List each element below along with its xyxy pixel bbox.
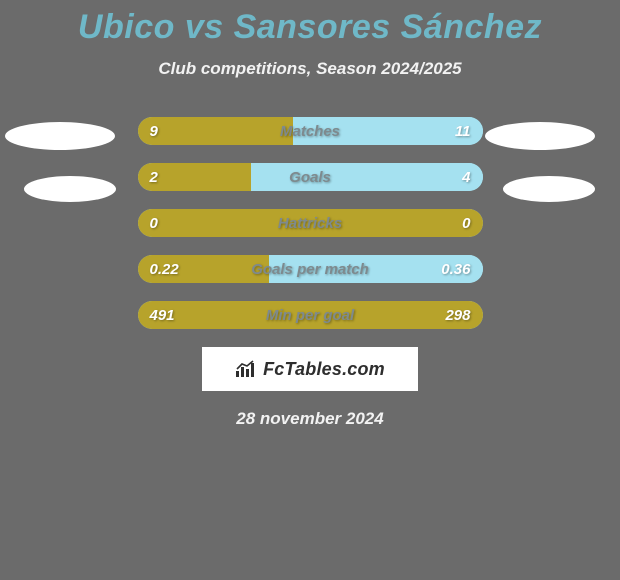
decor-ellipse-right-2	[503, 176, 595, 202]
stat-row-matches: 9 Matches 11	[138, 117, 483, 145]
stat-row-goals: 2 Goals 4	[138, 163, 483, 191]
bar-chart-icon	[235, 360, 257, 378]
decor-ellipse-left-1	[5, 122, 115, 150]
page-title: Ubico vs Sansores Sánchez	[0, 0, 620, 47]
branding-box: FcTables.com	[202, 347, 418, 391]
decor-ellipse-left-2	[24, 176, 116, 202]
decor-ellipse-right-1	[485, 122, 595, 150]
stat-label: Matches	[138, 117, 483, 145]
comparison-chart: Ubico vs Sansores Sánchez Club competiti…	[0, 0, 620, 580]
stat-row-min-per-goal: 491 Min per goal 298	[138, 301, 483, 329]
stat-label: Goals per match	[138, 255, 483, 283]
stat-row-hattricks: 0 Hattricks 0	[138, 209, 483, 237]
value-right: 11	[455, 117, 471, 145]
value-right: 0	[462, 209, 470, 237]
stat-label: Min per goal	[138, 301, 483, 329]
value-right: 4	[462, 163, 470, 191]
stat-row-goals-per-match: 0.22 Goals per match 0.36	[138, 255, 483, 283]
stat-label: Hattricks	[138, 209, 483, 237]
chart-date: 28 november 2024	[0, 409, 620, 429]
value-right: 0.36	[441, 255, 470, 283]
value-right: 298	[445, 301, 470, 329]
chart-area: 9 Matches 11 2 Goals 4 0 Hattricks 0 0.2…	[0, 117, 620, 429]
branding-text: FcTables.com	[263, 359, 385, 380]
page-subtitle: Club competitions, Season 2024/2025	[0, 59, 620, 79]
stat-label: Goals	[138, 163, 483, 191]
